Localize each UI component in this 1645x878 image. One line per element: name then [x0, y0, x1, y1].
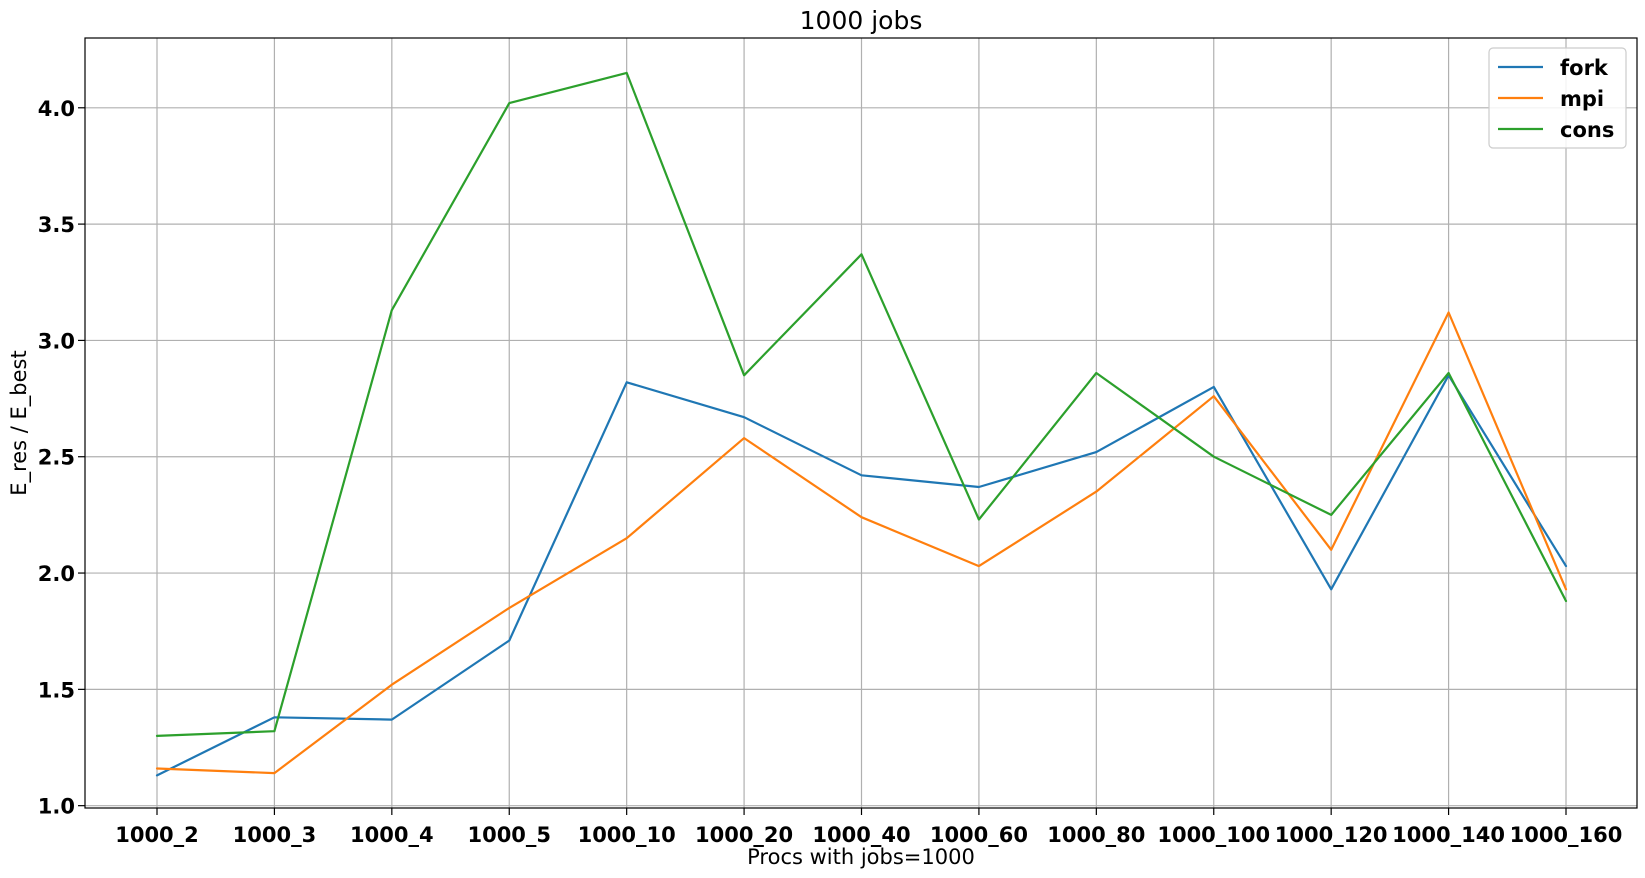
x-tick-label: 1000_160 — [1510, 823, 1623, 847]
y-tick-label: 4.0 — [38, 97, 75, 121]
x-tick-label: 1000_140 — [1392, 823, 1505, 847]
x-tick-label: 1000_5 — [467, 823, 551, 847]
series-line-cons — [155, 71, 1568, 738]
y-tick-label: 3.0 — [38, 329, 75, 353]
x-tick-label: 1000_80 — [1047, 823, 1145, 847]
y-axis-ticks: 1.0 1.5 2.0 2.5 3.0 3.5 4.0 — [38, 97, 85, 819]
legend-label-fork: fork — [1560, 56, 1609, 80]
x-tick-label: 1000_120 — [1275, 823, 1388, 847]
series-line-mpi — [155, 311, 1568, 775]
x-tick-label: 1000_100 — [1157, 823, 1270, 847]
x-tick-label: 1000_2 — [115, 823, 199, 847]
x-tick-label: 1000_3 — [233, 823, 317, 847]
y-tick-label: 1.5 — [38, 678, 75, 702]
y-tick-label: 1.0 — [38, 795, 75, 819]
x-axis-ticks: 1000_2 1000_3 1000_4 1000_5 1000_10 1000_20 10… — [115, 808, 1622, 847]
legend: fork mpi cons — [1488, 47, 1627, 149]
series-line-fork — [155, 374, 1568, 777]
x-tick-label: 1000_10 — [578, 823, 676, 847]
x-tick-label: 1000_4 — [350, 823, 434, 847]
x-tick-label: 1000_20 — [695, 823, 793, 847]
y-tick-label: 3.5 — [38, 213, 75, 237]
legend-label-cons: cons — [1560, 118, 1614, 142]
x-tick-label: 1000_40 — [812, 823, 910, 847]
legend-box — [1488, 47, 1627, 149]
y-tick-label: 2.0 — [38, 562, 75, 586]
x-axis-title: Procs with jobs=1000 — [747, 845, 975, 869]
legend-label-mpi: mpi — [1560, 87, 1604, 111]
chart-title: 1000 jobs — [800, 6, 923, 35]
x-tick-label: 1000_60 — [930, 823, 1028, 847]
grid — [85, 38, 1637, 808]
y-tick-label: 2.5 — [38, 446, 75, 470]
y-axis-title: E_res / E_best — [7, 350, 32, 495]
series-lines — [155, 71, 1568, 777]
